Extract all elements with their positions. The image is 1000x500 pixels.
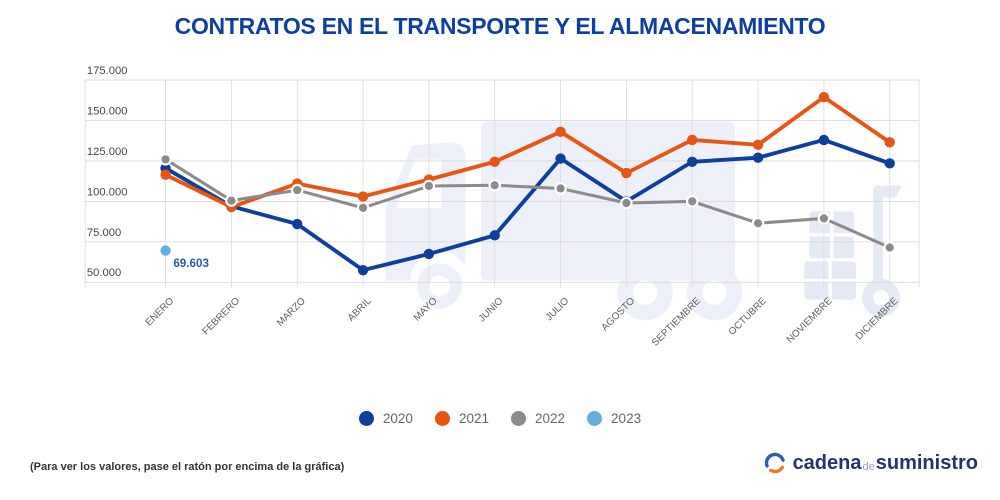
legend-label: 2022 <box>535 411 566 426</box>
legend-dot-2023 <box>587 411 603 426</box>
data-point-2022-OCTUBRE[interactable] <box>751 216 765 230</box>
legend-dot-2020 <box>358 411 374 426</box>
data-point-2021-AGOSTO[interactable] <box>621 167 632 179</box>
data-point-2022-NOVIEMBRE[interactable] <box>817 212 831 225</box>
series-lines <box>164 95 891 273</box>
y-axis-tick-label: 150.000 <box>87 105 128 117</box>
data-point-2021-ENERO[interactable] <box>160 169 171 180</box>
chart-legend: 2020 2021 2022 2023 <box>0 411 1000 426</box>
series-line-2021 <box>164 95 891 210</box>
data-point-2020-JUNIO[interactable] <box>489 230 500 241</box>
legend-item-2021[interactable]: 2021 <box>434 411 489 426</box>
legend-label: 2023 <box>611 411 642 426</box>
data-point-2021-NOVIEMBRE[interactable] <box>818 91 830 103</box>
legend-item-2023[interactable]: 2023 <box>587 411 641 426</box>
data-point-2022-ABRIL[interactable] <box>356 201 370 215</box>
data-point-2022-MARZO[interactable] <box>290 183 304 197</box>
data-point-2022-ENERO[interactable] <box>159 153 172 166</box>
x-axis-label: JUNIO <box>477 295 506 324</box>
y-axis-tick-label: 100.000 <box>87 186 128 198</box>
logo-circular-arrows-icon <box>764 452 785 474</box>
data-point-2023-ENERO[interactable] <box>160 245 171 256</box>
logo-word-cadena: cadena <box>792 451 862 474</box>
data-point-2022-MAYO[interactable] <box>422 179 436 193</box>
legend-item-2022[interactable]: 2022 <box>511 411 565 426</box>
legend-label: 2020 <box>382 411 413 426</box>
x-axis-label: FEBRERO <box>200 295 242 337</box>
data-point-2022-JUNIO[interactable] <box>488 178 501 192</box>
data-point-2020-DICIEMBRE[interactable] <box>884 158 895 169</box>
data-point-2021-JUNIO[interactable] <box>489 156 500 167</box>
data-point-2020-MARZO[interactable] <box>292 218 303 230</box>
data-point-2021-OCTUBRE[interactable] <box>752 139 764 150</box>
y-axis-tick-label: 75.000 <box>87 227 121 239</box>
data-point-2022-AGOSTO[interactable] <box>620 196 633 210</box>
y-axis-tick-label: 50.000 <box>87 267 121 279</box>
x-axis-label: ENERO <box>144 295 177 328</box>
logo-word-de: de <box>862 460 875 473</box>
data-point-2020-JULIO[interactable] <box>555 153 566 164</box>
y-axis-tick-label: 125.000 <box>87 146 128 158</box>
data-point-2022-JULIO[interactable] <box>554 182 567 195</box>
x-axis-label: MARZO <box>275 295 308 328</box>
data-point-2020-SEPTIEMBRE[interactable] <box>687 156 698 167</box>
data-point-2021-ABRIL[interactable] <box>357 191 369 202</box>
x-axis-label: NOVIEMBRE <box>785 295 835 345</box>
logo-wordmark: cadena de suministro <box>793 452 978 475</box>
data-point-2020-NOVIEMBRE[interactable] <box>818 134 830 146</box>
x-axis-label: JULIO <box>544 295 572 323</box>
data-point-2020-ABRIL[interactable] <box>357 264 369 276</box>
data-label-2023: 69.603 <box>173 257 209 270</box>
x-axis-label: ABRIL <box>346 295 374 323</box>
data-point-2020-MAYO[interactable] <box>423 248 435 260</box>
series-line-2020 <box>164 137 891 273</box>
legend-dot-2022 <box>511 411 526 426</box>
data-point-2021-SEPTIEMBRE[interactable] <box>687 134 698 146</box>
series-line-2022 <box>164 158 891 249</box>
data-point-2022-FEBRERO[interactable] <box>225 194 238 207</box>
chart-annotations: 69.603 <box>173 257 209 270</box>
logo-word-suministro: suministro <box>875 451 978 474</box>
data-point-2022-DICIEMBRE[interactable] <box>883 241 897 254</box>
line-chart: 175.000 150.000 125.000 100.000 75.000 50.000… <box>84 65 920 349</box>
series-points <box>159 91 897 276</box>
chart-title: CONTRATOS EN EL TRANSPORTE Y EL ALMACENA… <box>174 13 826 39</box>
data-point-2020-OCTUBRE[interactable] <box>752 152 764 163</box>
data-point-2021-JULIO[interactable] <box>555 126 566 138</box>
hover-hint-note: (Para ver los valores, pase el ratón por… <box>30 461 345 473</box>
cadena-de-suministro-logo[interactable]: cadena de suministro <box>763 451 978 475</box>
legend-dot-2021 <box>434 411 450 426</box>
legend-label: 2021 <box>458 411 489 426</box>
data-point-2021-DICIEMBRE[interactable] <box>884 137 895 148</box>
legend-item-2020[interactable]: 2020 <box>358 411 413 426</box>
y-axis-tick-label: 175.000 <box>87 65 128 77</box>
data-point-2022-SEPTIEMBRE[interactable] <box>685 195 699 208</box>
